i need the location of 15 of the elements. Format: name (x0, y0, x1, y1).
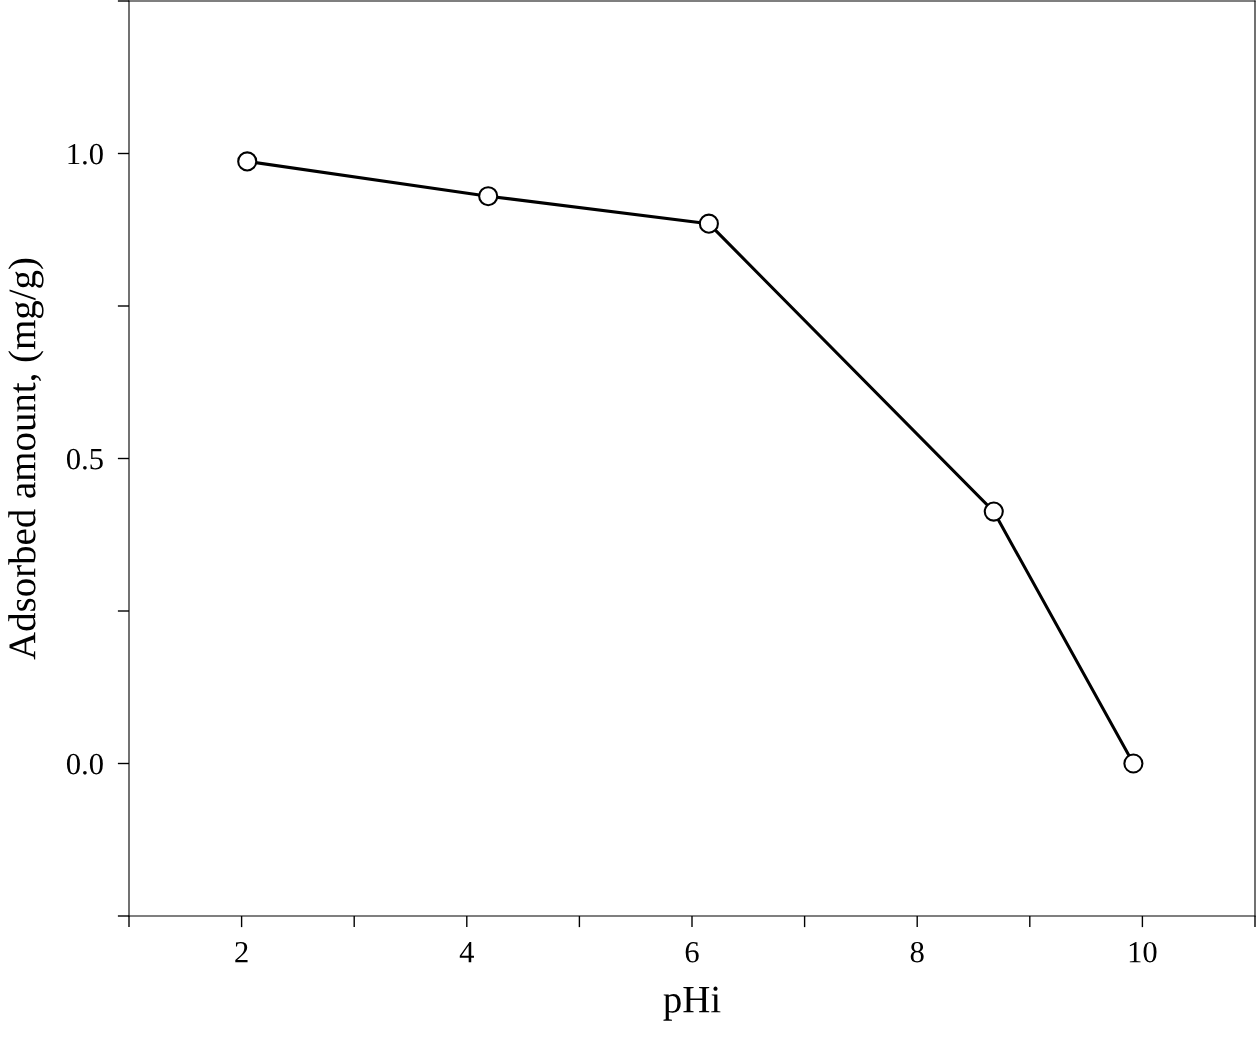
point (478, 186, 499, 207)
point (983, 501, 1004, 522)
y-tick-label: 0.5 (66, 448, 103, 470)
x-tick-label: 6 (685, 941, 699, 963)
y-axis-title: Adsorbed amount, (mg/g) (8, 258, 44, 660)
x-tick-label: 10 (1129, 941, 1157, 963)
x-axis-title: pHi (663, 986, 721, 1021)
x-tick-label: 4 (459, 942, 474, 963)
x-tick-label: 2 (235, 941, 248, 963)
point (1123, 753, 1144, 774)
point (698, 213, 719, 234)
x-tick-label: 8 (910, 941, 924, 963)
y-tick-label: 1.0 (68, 143, 103, 165)
point (237, 151, 258, 172)
y-tick-label: 0.0 (66, 753, 103, 775)
